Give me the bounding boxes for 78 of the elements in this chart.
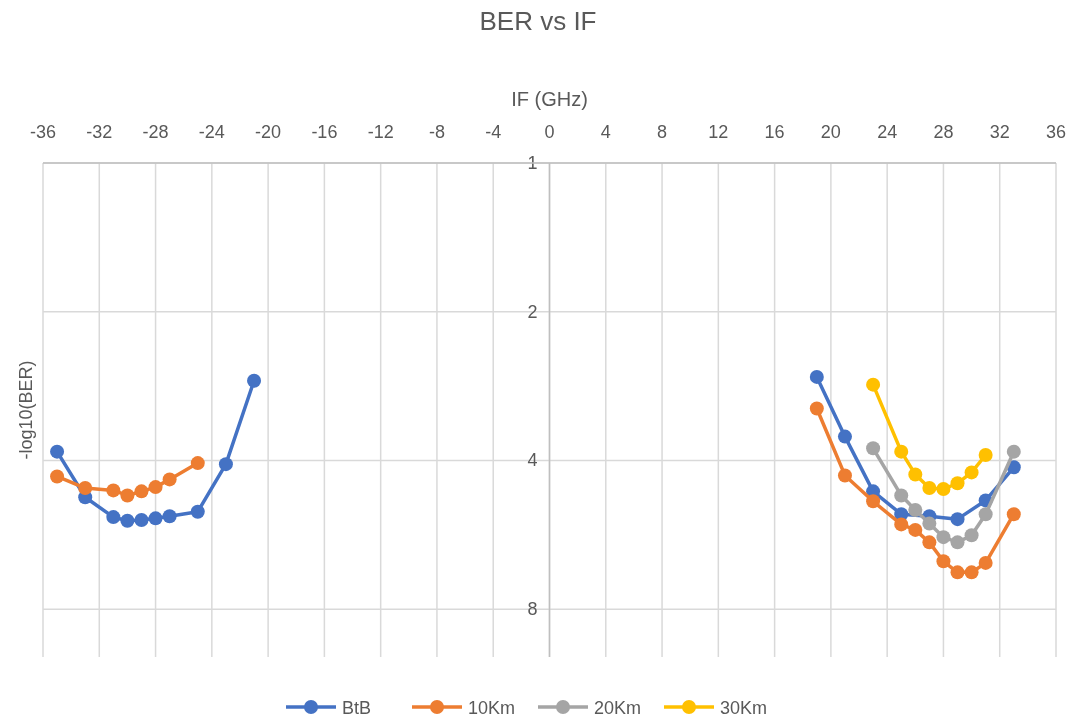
- x-tick-label: 32: [989, 122, 1010, 142]
- y-tick-label: 2: [527, 301, 538, 322]
- point: [964, 465, 979, 480]
- point: [922, 535, 937, 550]
- point: [106, 483, 121, 498]
- x-tick-label: -28: [142, 122, 169, 142]
- x-tick-label: -32: [86, 122, 113, 142]
- point: [936, 554, 951, 569]
- point: [50, 444, 65, 459]
- point: [106, 510, 121, 525]
- x-tick-label: -36: [29, 122, 57, 142]
- point: [922, 516, 937, 531]
- point: [162, 472, 177, 487]
- point: [50, 469, 65, 484]
- point: [809, 369, 824, 384]
- point: [134, 512, 149, 527]
- point: [837, 429, 852, 444]
- x-tick-label: -4: [485, 122, 502, 142]
- point: [809, 401, 824, 416]
- point: [908, 467, 923, 482]
- point: [936, 482, 951, 496]
- point: [894, 444, 909, 459]
- x-tick-label: -8: [428, 122, 445, 142]
- point: [120, 513, 135, 528]
- point: [134, 484, 149, 499]
- point: [218, 457, 233, 472]
- point: [247, 373, 262, 388]
- point: [950, 535, 965, 550]
- x-tick-label: 28: [933, 122, 954, 142]
- point: [908, 522, 923, 537]
- point: [190, 456, 205, 471]
- point: [190, 504, 205, 519]
- point: [950, 512, 965, 527]
- point: [978, 555, 993, 570]
- y-tick-label: 4: [527, 450, 538, 471]
- legend-label: BtB: [342, 698, 372, 718]
- chart-title: BER vs IF: [479, 6, 597, 36]
- point: [1006, 444, 1021, 459]
- y-tick-label: 8: [527, 599, 538, 620]
- point: [950, 565, 965, 580]
- legend-label: 30Km: [720, 698, 768, 718]
- point: [1006, 507, 1021, 522]
- point: [866, 494, 881, 509]
- x-tick-label: 24: [877, 122, 898, 142]
- x-tick-label: 4: [600, 122, 611, 142]
- point: [78, 481, 93, 496]
- point: [950, 476, 965, 491]
- point: [148, 480, 163, 495]
- x-tick-label: 36: [1045, 122, 1067, 142]
- x-axis-title: IF (GHz): [511, 88, 588, 110]
- point: [120, 488, 135, 503]
- point: [837, 468, 852, 483]
- x-tick-label: 12: [708, 122, 729, 142]
- x-tick-label: 16: [764, 122, 785, 142]
- point: [894, 488, 909, 503]
- point: [148, 511, 163, 526]
- point: [964, 528, 979, 543]
- x-tick-label: 8: [657, 122, 668, 142]
- legend-label: 10Km: [468, 698, 516, 718]
- point: [978, 447, 993, 462]
- point: [908, 503, 923, 517]
- y-axis-title: -log10(BER): [16, 360, 36, 460]
- x-tick-label: -16: [311, 122, 338, 142]
- x-tick-label: -24: [198, 122, 225, 142]
- legend-label: 20Km: [594, 698, 642, 718]
- point: [162, 509, 177, 524]
- point: [894, 517, 909, 532]
- point: [922, 481, 937, 496]
- point: [866, 377, 881, 392]
- point: [936, 530, 951, 545]
- y-tick-label: 1: [527, 153, 538, 173]
- x-tick-label: 0: [544, 122, 555, 142]
- x-tick-label: -20: [255, 122, 282, 142]
- point: [866, 441, 881, 456]
- point: [978, 507, 993, 522]
- point: [964, 565, 979, 580]
- x-tick-label: 20: [820, 122, 841, 142]
- x-tick-label: -12: [367, 122, 394, 142]
